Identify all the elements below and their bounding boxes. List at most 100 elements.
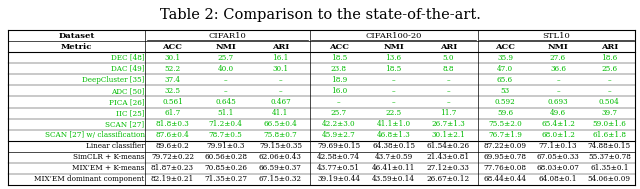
Text: 71.2±0.4: 71.2±0.4	[209, 120, 243, 128]
Text: 61.35±0.1: 61.35±0.1	[590, 164, 628, 172]
Text: –: –	[224, 87, 227, 95]
Text: 62.06±0.43: 62.06±0.43	[259, 153, 302, 161]
Text: SCAN [27]: SCAN [27]	[106, 120, 145, 128]
Text: 43.7±0.59: 43.7±0.59	[374, 153, 413, 161]
Text: 39.19±0.44: 39.19±0.44	[317, 175, 360, 184]
Text: 32.5: 32.5	[164, 87, 180, 95]
Text: 79.69±0.15: 79.69±0.15	[317, 142, 360, 150]
Text: 35.9: 35.9	[497, 54, 513, 62]
Text: 37.4: 37.4	[164, 76, 180, 84]
Text: SimCLR + K-means: SimCLR + K-means	[73, 153, 145, 161]
Text: 81.8±0.3: 81.8±0.3	[156, 120, 189, 128]
Text: 46.41±0.11: 46.41±0.11	[372, 164, 415, 172]
Text: 69.95±0.78: 69.95±0.78	[483, 153, 527, 161]
Text: 89.6±0.2: 89.6±0.2	[156, 142, 189, 150]
Text: 27.12±0.33: 27.12±0.33	[427, 164, 470, 172]
Text: 87.6±0.4: 87.6±0.4	[156, 131, 189, 139]
Text: –: –	[447, 87, 450, 95]
Text: 64.38±0.15: 64.38±0.15	[372, 142, 415, 150]
Text: ACC: ACC	[163, 43, 182, 51]
Text: 41.1: 41.1	[272, 109, 289, 117]
Text: 79.15±0.35: 79.15±0.35	[259, 142, 302, 150]
Text: 87.22±0.09: 87.22±0.09	[483, 142, 527, 150]
Text: –: –	[392, 87, 396, 95]
Text: Dataset: Dataset	[58, 32, 95, 40]
Text: 77.1±0.13: 77.1±0.13	[539, 142, 577, 150]
Text: 8.8: 8.8	[443, 65, 454, 73]
Text: 22.5: 22.5	[385, 109, 402, 117]
Text: 30.1±2.1: 30.1±2.1	[431, 131, 465, 139]
Text: 75.8±0.7: 75.8±0.7	[264, 131, 297, 139]
Text: –: –	[447, 98, 450, 106]
Text: 66.59±0.37: 66.59±0.37	[259, 164, 302, 172]
Text: 25.7: 25.7	[331, 109, 347, 117]
Text: 0.504: 0.504	[599, 98, 620, 106]
Text: 0.645: 0.645	[215, 98, 236, 106]
Text: ARI: ARI	[440, 43, 457, 51]
Text: 59.0±1.6: 59.0±1.6	[593, 120, 627, 128]
Text: Linear classifier: Linear classifier	[86, 142, 145, 150]
Text: CIFAR100-20: CIFAR100-20	[365, 32, 422, 40]
Text: –: –	[607, 87, 611, 95]
Text: 30.1: 30.1	[164, 54, 180, 62]
Text: 42.2±3.0: 42.2±3.0	[322, 120, 356, 128]
Text: 46.8±1.3: 46.8±1.3	[377, 131, 410, 139]
Text: 47.0: 47.0	[497, 65, 513, 73]
Text: 41.1±1.0: 41.1±1.0	[376, 120, 411, 128]
Text: 42.58±0.74: 42.58±0.74	[317, 153, 360, 161]
Text: 64.08±0.1: 64.08±0.1	[539, 175, 577, 184]
Text: –: –	[224, 76, 227, 84]
Text: 75.5±2.0: 75.5±2.0	[488, 120, 522, 128]
Text: 49.6: 49.6	[550, 109, 566, 117]
Text: 30.1: 30.1	[272, 65, 289, 73]
Text: 40.0: 40.0	[218, 65, 234, 73]
Text: 36.6: 36.6	[550, 65, 566, 73]
Text: 54.06±0.09: 54.06±0.09	[588, 175, 631, 184]
Text: 71.35±0.27: 71.35±0.27	[204, 175, 247, 184]
Text: 67.05±0.33: 67.05±0.33	[537, 153, 579, 161]
Text: 61.7: 61.7	[164, 109, 180, 117]
Text: 16.1: 16.1	[272, 54, 289, 62]
Text: 26.67±0.12: 26.67±0.12	[427, 175, 470, 184]
Text: 68.03±0.07: 68.03±0.07	[536, 164, 579, 172]
Text: –: –	[278, 87, 282, 95]
Text: –: –	[337, 98, 340, 106]
Text: 25.6: 25.6	[602, 65, 618, 73]
Text: NMI: NMI	[383, 43, 404, 51]
Text: 18.5: 18.5	[331, 54, 347, 62]
Text: 18.9: 18.9	[331, 76, 347, 84]
Text: 27.6: 27.6	[550, 54, 566, 62]
Text: 66.5±0.4: 66.5±0.4	[264, 120, 297, 128]
Text: 0.467: 0.467	[270, 98, 291, 106]
Text: SCAN [27] w/ classification: SCAN [27] w/ classification	[45, 131, 145, 139]
Text: 18.6: 18.6	[601, 54, 618, 62]
Text: 70.85±0.26: 70.85±0.26	[204, 164, 247, 172]
Text: 77.76±0.08: 77.76±0.08	[483, 164, 527, 172]
Text: 0.592: 0.592	[495, 98, 515, 106]
Text: 26.7±1.3: 26.7±1.3	[431, 120, 465, 128]
Text: NMI: NMI	[215, 43, 236, 51]
Text: MIX’EM dominant component: MIX’EM dominant component	[35, 175, 145, 184]
Text: 21.43±0.81: 21.43±0.81	[427, 153, 470, 161]
Text: NMI: NMI	[548, 43, 568, 51]
Text: 51.1: 51.1	[218, 109, 234, 117]
Text: STL10: STL10	[542, 32, 570, 40]
Text: 52.2: 52.2	[164, 65, 180, 73]
Text: 65.4±1.2: 65.4±1.2	[541, 120, 575, 128]
Text: DeepCluster [35]: DeepCluster [35]	[82, 76, 145, 84]
Text: 78.7±0.5: 78.7±0.5	[209, 131, 243, 139]
Text: 55.37±0.78: 55.37±0.78	[588, 153, 631, 161]
Text: ADC [50]: ADC [50]	[111, 87, 145, 95]
Text: 43.59±0.14: 43.59±0.14	[372, 175, 415, 184]
Text: 53: 53	[500, 87, 509, 95]
Text: MIX’EM + K-means: MIX’EM + K-means	[72, 164, 145, 172]
Text: 60.56±0.28: 60.56±0.28	[204, 153, 247, 161]
Text: –: –	[278, 76, 282, 84]
Text: 68.44±0.44: 68.44±0.44	[483, 175, 527, 184]
Text: ARI: ARI	[601, 43, 618, 51]
Text: 39.7: 39.7	[602, 109, 618, 117]
Text: 23.8: 23.8	[331, 65, 347, 73]
Text: 68.0±1.2: 68.0±1.2	[541, 131, 575, 139]
Text: 25.7: 25.7	[218, 54, 234, 62]
Text: 61.54±0.26: 61.54±0.26	[427, 142, 470, 150]
